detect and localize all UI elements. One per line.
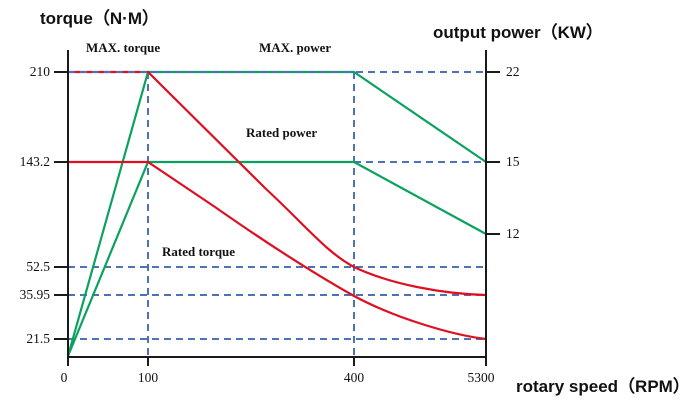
torque-curves — [68, 70, 487, 341]
max-power-curve — [66, 70, 487, 357]
right-tick-label-15: 15 — [506, 154, 520, 169]
left-tick-label-21-5: 21.5 — [26, 331, 50, 346]
x-tick-label-100: 100 — [137, 370, 159, 385]
left-tick-label-210: 210 — [29, 64, 50, 79]
power-curves — [66, 70, 487, 357]
left-tick-label-52-5: 52.5 — [26, 259, 50, 274]
rated-power-curve — [66, 160, 487, 357]
rated-torque-annotation: Rated torque — [162, 244, 236, 259]
right-tick-label-22: 22 — [506, 64, 520, 79]
axes — [54, 50, 500, 366]
x-tick-label-400: 400 — [343, 370, 365, 385]
max-power-annotation: MAX. power — [259, 40, 332, 55]
x-axis-title: rotary speed（RPM） — [516, 377, 682, 396]
max-torque-annotation: MAX. torque — [86, 40, 161, 55]
left-tick-label-143-2: 143.2 — [19, 154, 50, 169]
right-axis-title: output power（KW） — [433, 23, 603, 42]
dashed-guides — [68, 72, 486, 357]
right-tick-label-12: 12 — [506, 226, 520, 241]
x-tick-label-5300: 5300 — [467, 370, 495, 385]
x-tick-label-0: 0 — [60, 370, 68, 385]
left-tick-label-35-95: 35.95 — [19, 287, 50, 302]
left-axis-title: torque（N·M） — [40, 9, 159, 28]
rated-torque-curve — [68, 160, 487, 341]
max-torque-curve — [68, 70, 487, 297]
rated-power-annotation: Rated power — [246, 125, 318, 140]
